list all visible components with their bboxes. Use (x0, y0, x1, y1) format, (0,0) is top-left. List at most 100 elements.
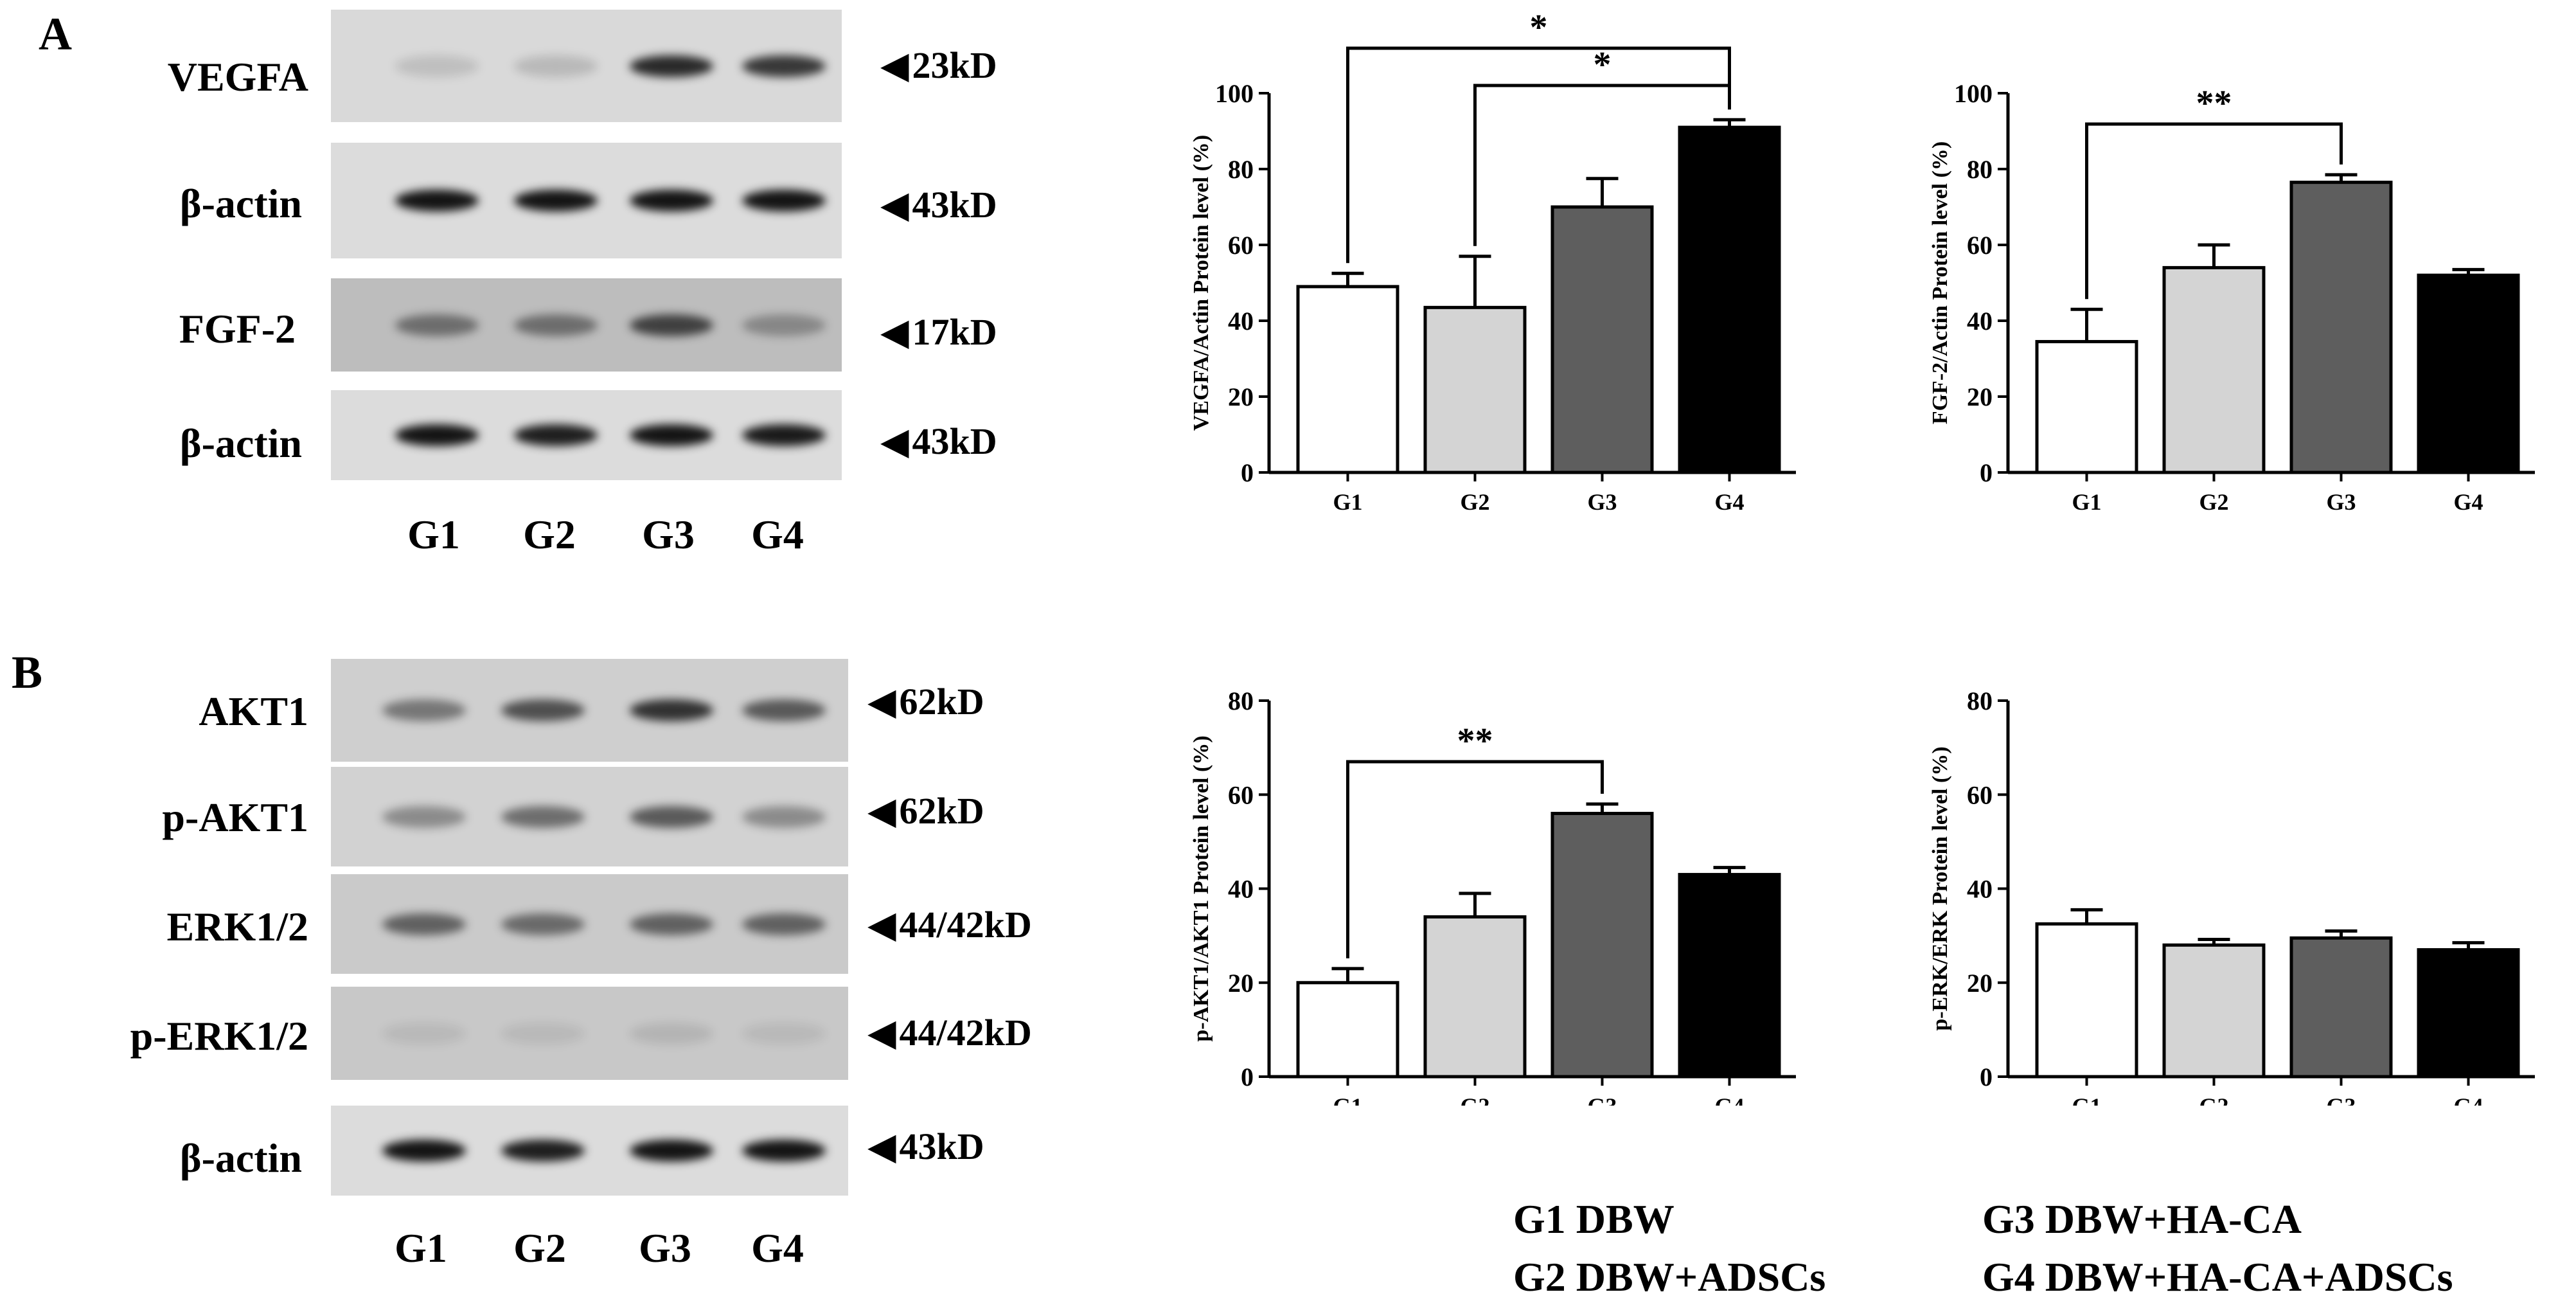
blot-size-vegfa: ◀ 23kD (880, 44, 997, 86)
x-tick-label: G1 (2072, 489, 2101, 515)
blot-size-fgf2: ◀ 17kD (880, 311, 997, 353)
blot-size-p-akt1: ◀ 62kD (867, 790, 984, 832)
y-tick-label: 0 (1241, 458, 1254, 487)
blot-size-erk12: ◀ 44/42kD (867, 904, 1032, 946)
blot-band (742, 1022, 826, 1045)
blot-size-beta-actin-3-text: 43kD (899, 1126, 984, 1167)
significance-bracket (1346, 46, 1731, 264)
blot-strip-fgf2 (331, 278, 842, 372)
blot-strip-erk12 (331, 874, 848, 974)
y-tick-label: 20 (1228, 382, 1254, 411)
blot-strip-beta-actin-2 (331, 390, 842, 480)
blot-band (382, 913, 466, 935)
y-tick-label: 100 (1215, 79, 1254, 108)
bar (2289, 936, 2393, 1079)
bar (1296, 285, 1399, 474)
chart-p-akt1: 0 20 40 60 80 p-AKT1/AKT1 Protein level (%) G1… (1189, 686, 1796, 1106)
y-tick-label: 40 (1967, 307, 1993, 336)
blot-band (630, 424, 713, 446)
bar (1296, 981, 1399, 1079)
bar (2162, 265, 2266, 474)
blot-size-akt1-text: 62kD (899, 681, 984, 722)
significance-label: ** (2196, 84, 2232, 123)
blot-band (501, 1022, 585, 1045)
y-tick-label: 0 (1980, 1063, 1993, 1091)
blot-band (742, 699, 826, 721)
y-tick-label: 60 (1228, 780, 1254, 809)
bar (2162, 943, 2266, 1079)
panel-label-b: B (12, 647, 43, 698)
blot-band (630, 699, 713, 721)
y-axis-label: FGF-2/Actin Protein level (%) (1928, 141, 1952, 424)
blot-strip-beta-actin-3 (331, 1106, 848, 1196)
x-tick-label: G4 (2453, 1093, 2483, 1106)
y-tick-label: 100 (1954, 79, 1993, 108)
blot-strip-vegfa (331, 10, 842, 122)
y-tick-label: 40 (1967, 875, 1993, 904)
lane-label-g4: G4 (751, 512, 804, 557)
blot-band (630, 1140, 713, 1162)
blot-band (395, 314, 479, 336)
bar (2289, 181, 2393, 474)
blot-band (630, 55, 713, 77)
blot-size-akt1: ◀ 62kD (867, 681, 984, 722)
legend-item-g3: G3 DBW+HA-CA (1982, 1196, 2302, 1242)
chart-vegfa: 0 20 40 60 80 100 VEGFA/Actin Protein level (%… (1189, 8, 1796, 515)
blot-label-beta-actin-3: β-actin (179, 1135, 302, 1181)
blot-label-vegfa: VEGFA (167, 54, 308, 100)
bar (1550, 812, 1654, 1079)
x-tick-label: G2 (2199, 489, 2228, 515)
bar (1423, 305, 1527, 474)
blot-band (395, 190, 479, 211)
blot-band (742, 424, 826, 446)
y-tick-label: 20 (1967, 969, 1993, 998)
x-tick-label: G3 (1587, 1093, 1617, 1106)
lane-label-g1: G1 (407, 512, 460, 557)
y-tick-label: 60 (1967, 780, 1993, 809)
blot-band (742, 1140, 826, 1162)
blot-band (742, 55, 826, 77)
y-axis-label: VEGFA/Actin Protein level (%) (1189, 135, 1213, 431)
x-tick-label: G2 (1460, 489, 1489, 515)
lane-label-g2: G2 (523, 512, 576, 557)
y-tick-label: 80 (1228, 686, 1254, 715)
y-tick-label: 60 (1228, 231, 1254, 260)
lane-label-b-g4: G4 (751, 1225, 804, 1271)
y-tick-label: 20 (1967, 382, 1993, 411)
blot-size-p-erk12: ◀ 44/42kD (867, 1012, 1032, 1054)
blot-band (501, 1140, 585, 1162)
bar (2035, 922, 2138, 1079)
y-tick-label: 40 (1228, 307, 1254, 336)
blot-band (382, 1022, 466, 1045)
blot-band (630, 190, 713, 211)
blot-size-p-akt1-text: 62kD (899, 790, 984, 832)
x-tick-label: G1 (2072, 1093, 2101, 1106)
x-tick-label: G3 (2326, 489, 2356, 515)
blot-band (395, 55, 479, 77)
blot-band (630, 913, 713, 935)
blot-band (382, 699, 466, 721)
blot-size-p-erk12-text: 44/42kD (899, 1012, 1032, 1054)
blot-label-fgf2: FGF-2 (179, 306, 296, 352)
y-axis-label: p-AKT1/AKT1 Protein level (%) (1189, 735, 1213, 1041)
blot-band (501, 699, 585, 721)
bar (1423, 915, 1527, 1079)
blot-band (382, 805, 466, 828)
significance-bracket (1346, 760, 1604, 958)
y-tick-label: 40 (1228, 875, 1254, 904)
blot-band (742, 190, 826, 211)
blot-label-akt1: AKT1 (199, 688, 308, 734)
x-tick-label: G3 (1587, 489, 1617, 515)
x-tick-label: G1 (1333, 1093, 1362, 1106)
bar (1678, 125, 1781, 474)
y-tick-label: 60 (1967, 231, 1993, 260)
blot-label-erk12: ERK1/2 (166, 904, 308, 949)
blot-band (382, 1140, 466, 1162)
blot-label-beta-actin-1: β-actin (179, 181, 302, 226)
blot-strip-p-erk12 (331, 987, 848, 1080)
y-tick-label: 0 (1241, 1063, 1254, 1091)
significance-bracket (2085, 122, 2343, 300)
legend-item-g4: G4 DBW+HA-CA+ADSCs (1982, 1254, 2453, 1300)
x-tick-label: G1 (1333, 489, 1362, 515)
